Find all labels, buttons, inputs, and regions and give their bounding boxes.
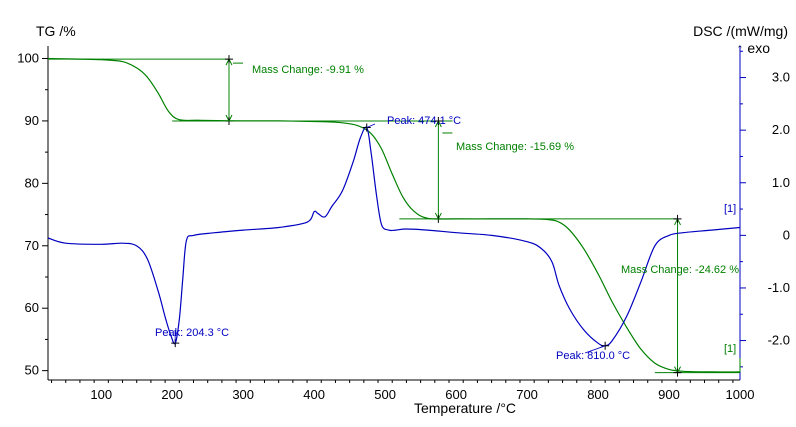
annotation-mass-change-3: Mass Change: -24.62 % — [621, 264, 739, 276]
x-tick-label: 800 — [587, 387, 609, 402]
tg-series-marker: [1] — [724, 343, 736, 355]
y-right-tick-label: 3.0 — [772, 70, 790, 85]
y-left-axis-title: TG /% — [36, 23, 76, 39]
dsc-curve — [47, 126, 741, 347]
annotation-peak-204: Peak: 204.3 °C — [155, 327, 229, 339]
y-right-axis-title: DSC /(mW/mg) — [693, 23, 788, 39]
y-right-tick-label: -1.0 — [768, 280, 790, 295]
tg-curve — [47, 57, 741, 373]
x-tick-label: 900 — [658, 387, 680, 402]
annotation-mass-change-2: Mass Change: -15.69 % — [456, 141, 574, 153]
mass-change-group — [48, 55, 740, 377]
x-tick-label: 400 — [303, 387, 325, 402]
mass-step-3-cross — [673, 368, 682, 377]
mass-step-1-cross — [224, 55, 233, 64]
dsc-series-marker: [1] — [724, 203, 736, 215]
x-tick-label: 600 — [445, 387, 467, 402]
x-tick-label: 700 — [516, 387, 538, 402]
y-right-tick-label: 1.0 — [772, 175, 790, 190]
y-right-axis-subtitle: ↑ exo — [737, 40, 771, 56]
x-tick-label: 500 — [374, 387, 396, 402]
annotation-mass-change-1: Mass Change: -9.91 % — [252, 64, 364, 76]
y-left-tick-label: 50 — [25, 363, 39, 378]
curve-group — [47, 57, 741, 373]
mass-step-3-cross — [673, 214, 682, 223]
y-right-tick-label: 0 — [783, 227, 790, 242]
annotation-peak-474: Peak: 474.1 °C — [387, 115, 461, 127]
y-right-tick-label: 2.0 — [772, 122, 790, 137]
x-tick-label: 300 — [232, 387, 254, 402]
peak-cross — [362, 123, 371, 132]
y-left-tick-label: 90 — [25, 113, 39, 128]
tick-group: 100 200 300 400 500 600 700 800 900 1000100908070… — [17, 50, 790, 402]
peak-cross — [601, 341, 610, 350]
y-left-tick-label: 60 — [25, 300, 39, 315]
peak-mark-group — [171, 123, 610, 354]
peak-leader — [366, 123, 376, 128]
annotation-peak-810: Peak: 810.0 °C — [556, 350, 630, 362]
y-left-tick-label: 100 — [17, 50, 39, 65]
x-tick-label: 200 — [161, 387, 183, 402]
x-tick-label: 1000 — [726, 387, 755, 402]
x-tick-label: 100 — [90, 387, 112, 402]
y-left-tick-label: 70 — [25, 238, 39, 253]
y-right-tick-label: -2.0 — [768, 333, 790, 348]
mass-step-2-cross — [434, 116, 443, 125]
y-left-tick-label: 80 — [25, 175, 39, 190]
peak-leader — [584, 345, 606, 354]
x-axis-title: Temperature /°C — [414, 400, 516, 416]
